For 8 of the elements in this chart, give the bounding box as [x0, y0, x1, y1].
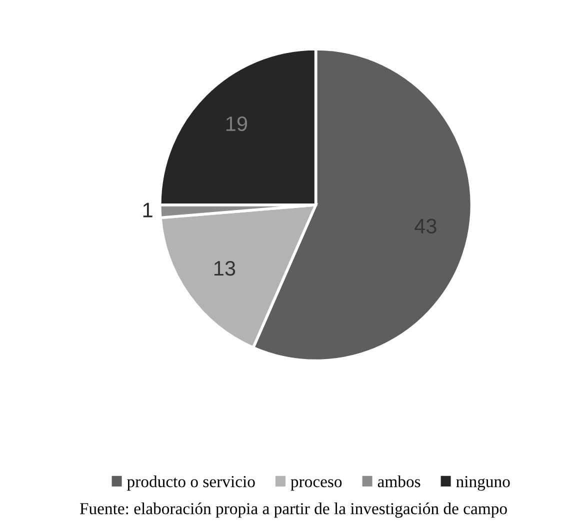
legend-label: ninguno — [456, 476, 510, 491]
legend-label: producto o servicio — [127, 476, 255, 491]
source-note: Fuente: elaboración propia a partir de la investigación de campo — [80, 502, 507, 518]
data-label: 13 — [214, 260, 236, 276]
data-label: 1 — [143, 202, 152, 218]
legend-label: proceso — [290, 479, 342, 491]
data-label: 19 — [226, 116, 248, 132]
legend-label: ambos — [378, 476, 420, 488]
